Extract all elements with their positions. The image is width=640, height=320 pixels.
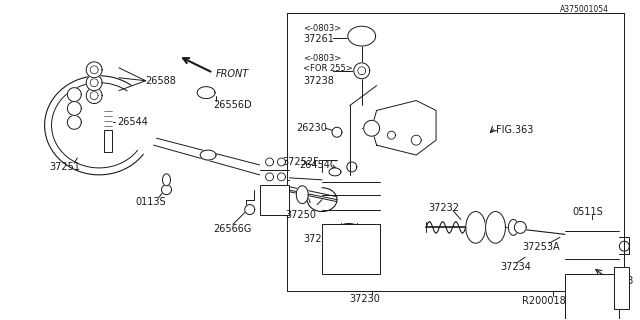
Text: FRONT: FRONT <box>216 69 250 79</box>
Text: <-0803>: <-0803> <box>303 24 342 33</box>
Text: 37234: 37234 <box>500 262 531 272</box>
Polygon shape <box>86 88 102 103</box>
Text: 37251: 37251 <box>49 162 81 172</box>
Text: A375001054: A375001054 <box>560 5 609 14</box>
Polygon shape <box>486 212 506 243</box>
Text: 37237: 37237 <box>303 234 334 244</box>
Text: 26566G: 26566G <box>213 224 252 234</box>
Polygon shape <box>515 221 526 233</box>
Polygon shape <box>348 26 376 46</box>
Polygon shape <box>67 116 81 129</box>
Polygon shape <box>296 186 308 204</box>
Text: R200018: R200018 <box>522 296 566 306</box>
Text: 37261: 37261 <box>303 34 334 44</box>
Polygon shape <box>86 62 102 78</box>
Polygon shape <box>354 63 370 79</box>
Polygon shape <box>197 87 215 99</box>
Polygon shape <box>364 120 380 136</box>
Text: 26588: 26588 <box>146 76 177 86</box>
Polygon shape <box>67 101 81 116</box>
Text: 37252F: 37252F <box>282 157 319 167</box>
Text: 26544: 26544 <box>117 117 148 127</box>
Text: 37253A: 37253A <box>522 242 560 252</box>
Polygon shape <box>67 88 81 101</box>
Polygon shape <box>331 223 367 259</box>
Bar <box>322 224 380 274</box>
Bar <box>565 274 620 320</box>
Bar <box>260 185 289 214</box>
Text: 37238: 37238 <box>303 76 334 86</box>
Text: FIG.363: FIG.363 <box>596 276 633 286</box>
Bar <box>104 130 112 152</box>
Text: 26454C: 26454C <box>300 160 337 170</box>
Polygon shape <box>200 150 216 160</box>
Text: 37230: 37230 <box>349 294 380 304</box>
Polygon shape <box>466 212 486 243</box>
Text: <-0803>: <-0803> <box>303 54 342 63</box>
Polygon shape <box>244 204 255 214</box>
Polygon shape <box>163 174 170 186</box>
Text: 0511S: 0511S <box>573 206 604 217</box>
Polygon shape <box>372 100 436 155</box>
Text: 0113S: 0113S <box>136 196 166 207</box>
Text: <FOR 255>: <FOR 255> <box>303 64 353 73</box>
Text: 37232: 37232 <box>428 203 459 212</box>
Bar <box>614 267 629 309</box>
Polygon shape <box>329 168 341 176</box>
Text: 26556D: 26556D <box>213 100 252 110</box>
Text: 37250: 37250 <box>285 210 316 220</box>
Text: FIG.363: FIG.363 <box>495 125 533 135</box>
Polygon shape <box>161 185 172 195</box>
Text: 26230: 26230 <box>296 123 327 133</box>
Polygon shape <box>86 75 102 91</box>
Polygon shape <box>508 220 518 235</box>
